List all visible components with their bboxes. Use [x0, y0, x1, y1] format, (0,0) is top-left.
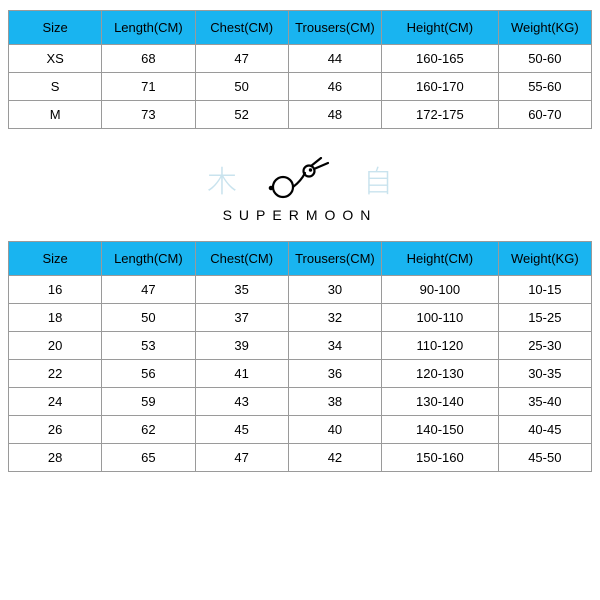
table-row: 22564136120-13030-35	[9, 360, 592, 388]
table-cell: 110-120	[382, 332, 499, 360]
table-cell: 68	[102, 45, 195, 73]
brand-name: SUPERMOON	[8, 207, 592, 223]
table-cell: 50-60	[498, 45, 591, 73]
table-cell: 50	[195, 73, 288, 101]
table-cell: S	[9, 73, 102, 101]
table-cell: 34	[288, 332, 381, 360]
table-row: 18503732100-11015-25	[9, 304, 592, 332]
table-cell: 59	[102, 388, 195, 416]
table-cell: 32	[288, 304, 381, 332]
table-cell: XS	[9, 45, 102, 73]
table-cell: 22	[9, 360, 102, 388]
table-cell: 140-150	[382, 416, 499, 444]
table-cell: 30-35	[498, 360, 591, 388]
table-cell: 60-70	[498, 101, 591, 129]
table-row: 28654742150-16045-50	[9, 444, 592, 472]
table-cell: 35-40	[498, 388, 591, 416]
table-cell: 73	[102, 101, 195, 129]
table-cell: 160-165	[382, 45, 499, 73]
brand-char-right: 自	[363, 157, 393, 201]
table-cell: 42	[288, 444, 381, 472]
table-cell: 26	[9, 416, 102, 444]
column-header: Length(CM)	[102, 11, 195, 45]
table-cell: 120-130	[382, 360, 499, 388]
table-cell: 10-15	[498, 276, 591, 304]
adult-size-table: SizeLength(CM)Chest(CM)Trousers(CM)Heigh…	[8, 10, 592, 129]
table-cell: 65	[102, 444, 195, 472]
table-cell: 35	[195, 276, 288, 304]
table-cell: 44	[288, 45, 381, 73]
table-cell: 39	[195, 332, 288, 360]
table-row: M735248172-17560-70	[9, 101, 592, 129]
table-header-row: SizeLength(CM)Chest(CM)Trousers(CM)Heigh…	[9, 242, 592, 276]
table-cell: 71	[102, 73, 195, 101]
table-cell: 90-100	[382, 276, 499, 304]
table-cell: 36	[288, 360, 381, 388]
column-header: Length(CM)	[102, 242, 195, 276]
table-cell: 25-30	[498, 332, 591, 360]
table-cell: 40	[288, 416, 381, 444]
table-cell: 55-60	[498, 73, 591, 101]
table-cell: 18	[9, 304, 102, 332]
table-cell: 172-175	[382, 101, 499, 129]
column-header: Chest(CM)	[195, 242, 288, 276]
rabbit-icon	[263, 157, 337, 201]
size-chart-page: SizeLength(CM)Chest(CM)Trousers(CM)Heigh…	[0, 0, 600, 600]
table-cell: 130-140	[382, 388, 499, 416]
table-cell: 48	[288, 101, 381, 129]
table-row: 1647353090-10010-15	[9, 276, 592, 304]
column-header: Height(CM)	[382, 11, 499, 45]
table-cell: 40-45	[498, 416, 591, 444]
table-cell: 100-110	[382, 304, 499, 332]
brand-char-left: 木	[207, 157, 237, 201]
table-cell: 41	[195, 360, 288, 388]
column-header: Height(CM)	[382, 242, 499, 276]
table-cell: 47	[102, 276, 195, 304]
column-header: Weight(KG)	[498, 11, 591, 45]
table-cell: 43	[195, 388, 288, 416]
brand-logo-row: 木 自	[8, 157, 592, 201]
table-cell: 47	[195, 444, 288, 472]
table-cell: 30	[288, 276, 381, 304]
table-cell: 53	[102, 332, 195, 360]
table-cell: 45	[195, 416, 288, 444]
table-cell: 20	[9, 332, 102, 360]
table-row: 24594338130-14035-40	[9, 388, 592, 416]
column-header: Trousers(CM)	[288, 11, 381, 45]
column-header: Weight(KG)	[498, 242, 591, 276]
table-cell: 62	[102, 416, 195, 444]
table-cell: 38	[288, 388, 381, 416]
column-header: Size	[9, 242, 102, 276]
table-row: 26624540140-15040-45	[9, 416, 592, 444]
table-cell: 50	[102, 304, 195, 332]
table-cell: 15-25	[498, 304, 591, 332]
table-row: 20533934110-12025-30	[9, 332, 592, 360]
kids-size-table: SizeLength(CM)Chest(CM)Trousers(CM)Heigh…	[8, 241, 592, 472]
table-cell: 47	[195, 45, 288, 73]
table-cell: 56	[102, 360, 195, 388]
table-cell: 16	[9, 276, 102, 304]
table-cell: M	[9, 101, 102, 129]
table-cell: 45-50	[498, 444, 591, 472]
table-cell: 52	[195, 101, 288, 129]
table-cell: 28	[9, 444, 102, 472]
table-cell: 160-170	[382, 73, 499, 101]
table-cell: 46	[288, 73, 381, 101]
column-header: Trousers(CM)	[288, 242, 381, 276]
table-cell: 24	[9, 388, 102, 416]
table-cell: 150-160	[382, 444, 499, 472]
table-cell: 37	[195, 304, 288, 332]
table-header-row: SizeLength(CM)Chest(CM)Trousers(CM)Heigh…	[9, 11, 592, 45]
column-header: Size	[9, 11, 102, 45]
table-row: S715046160-17055-60	[9, 73, 592, 101]
table-row: XS684744160-16550-60	[9, 45, 592, 73]
column-header: Chest(CM)	[195, 11, 288, 45]
brand-logo-block: 木 自 SUPERM	[8, 157, 592, 223]
